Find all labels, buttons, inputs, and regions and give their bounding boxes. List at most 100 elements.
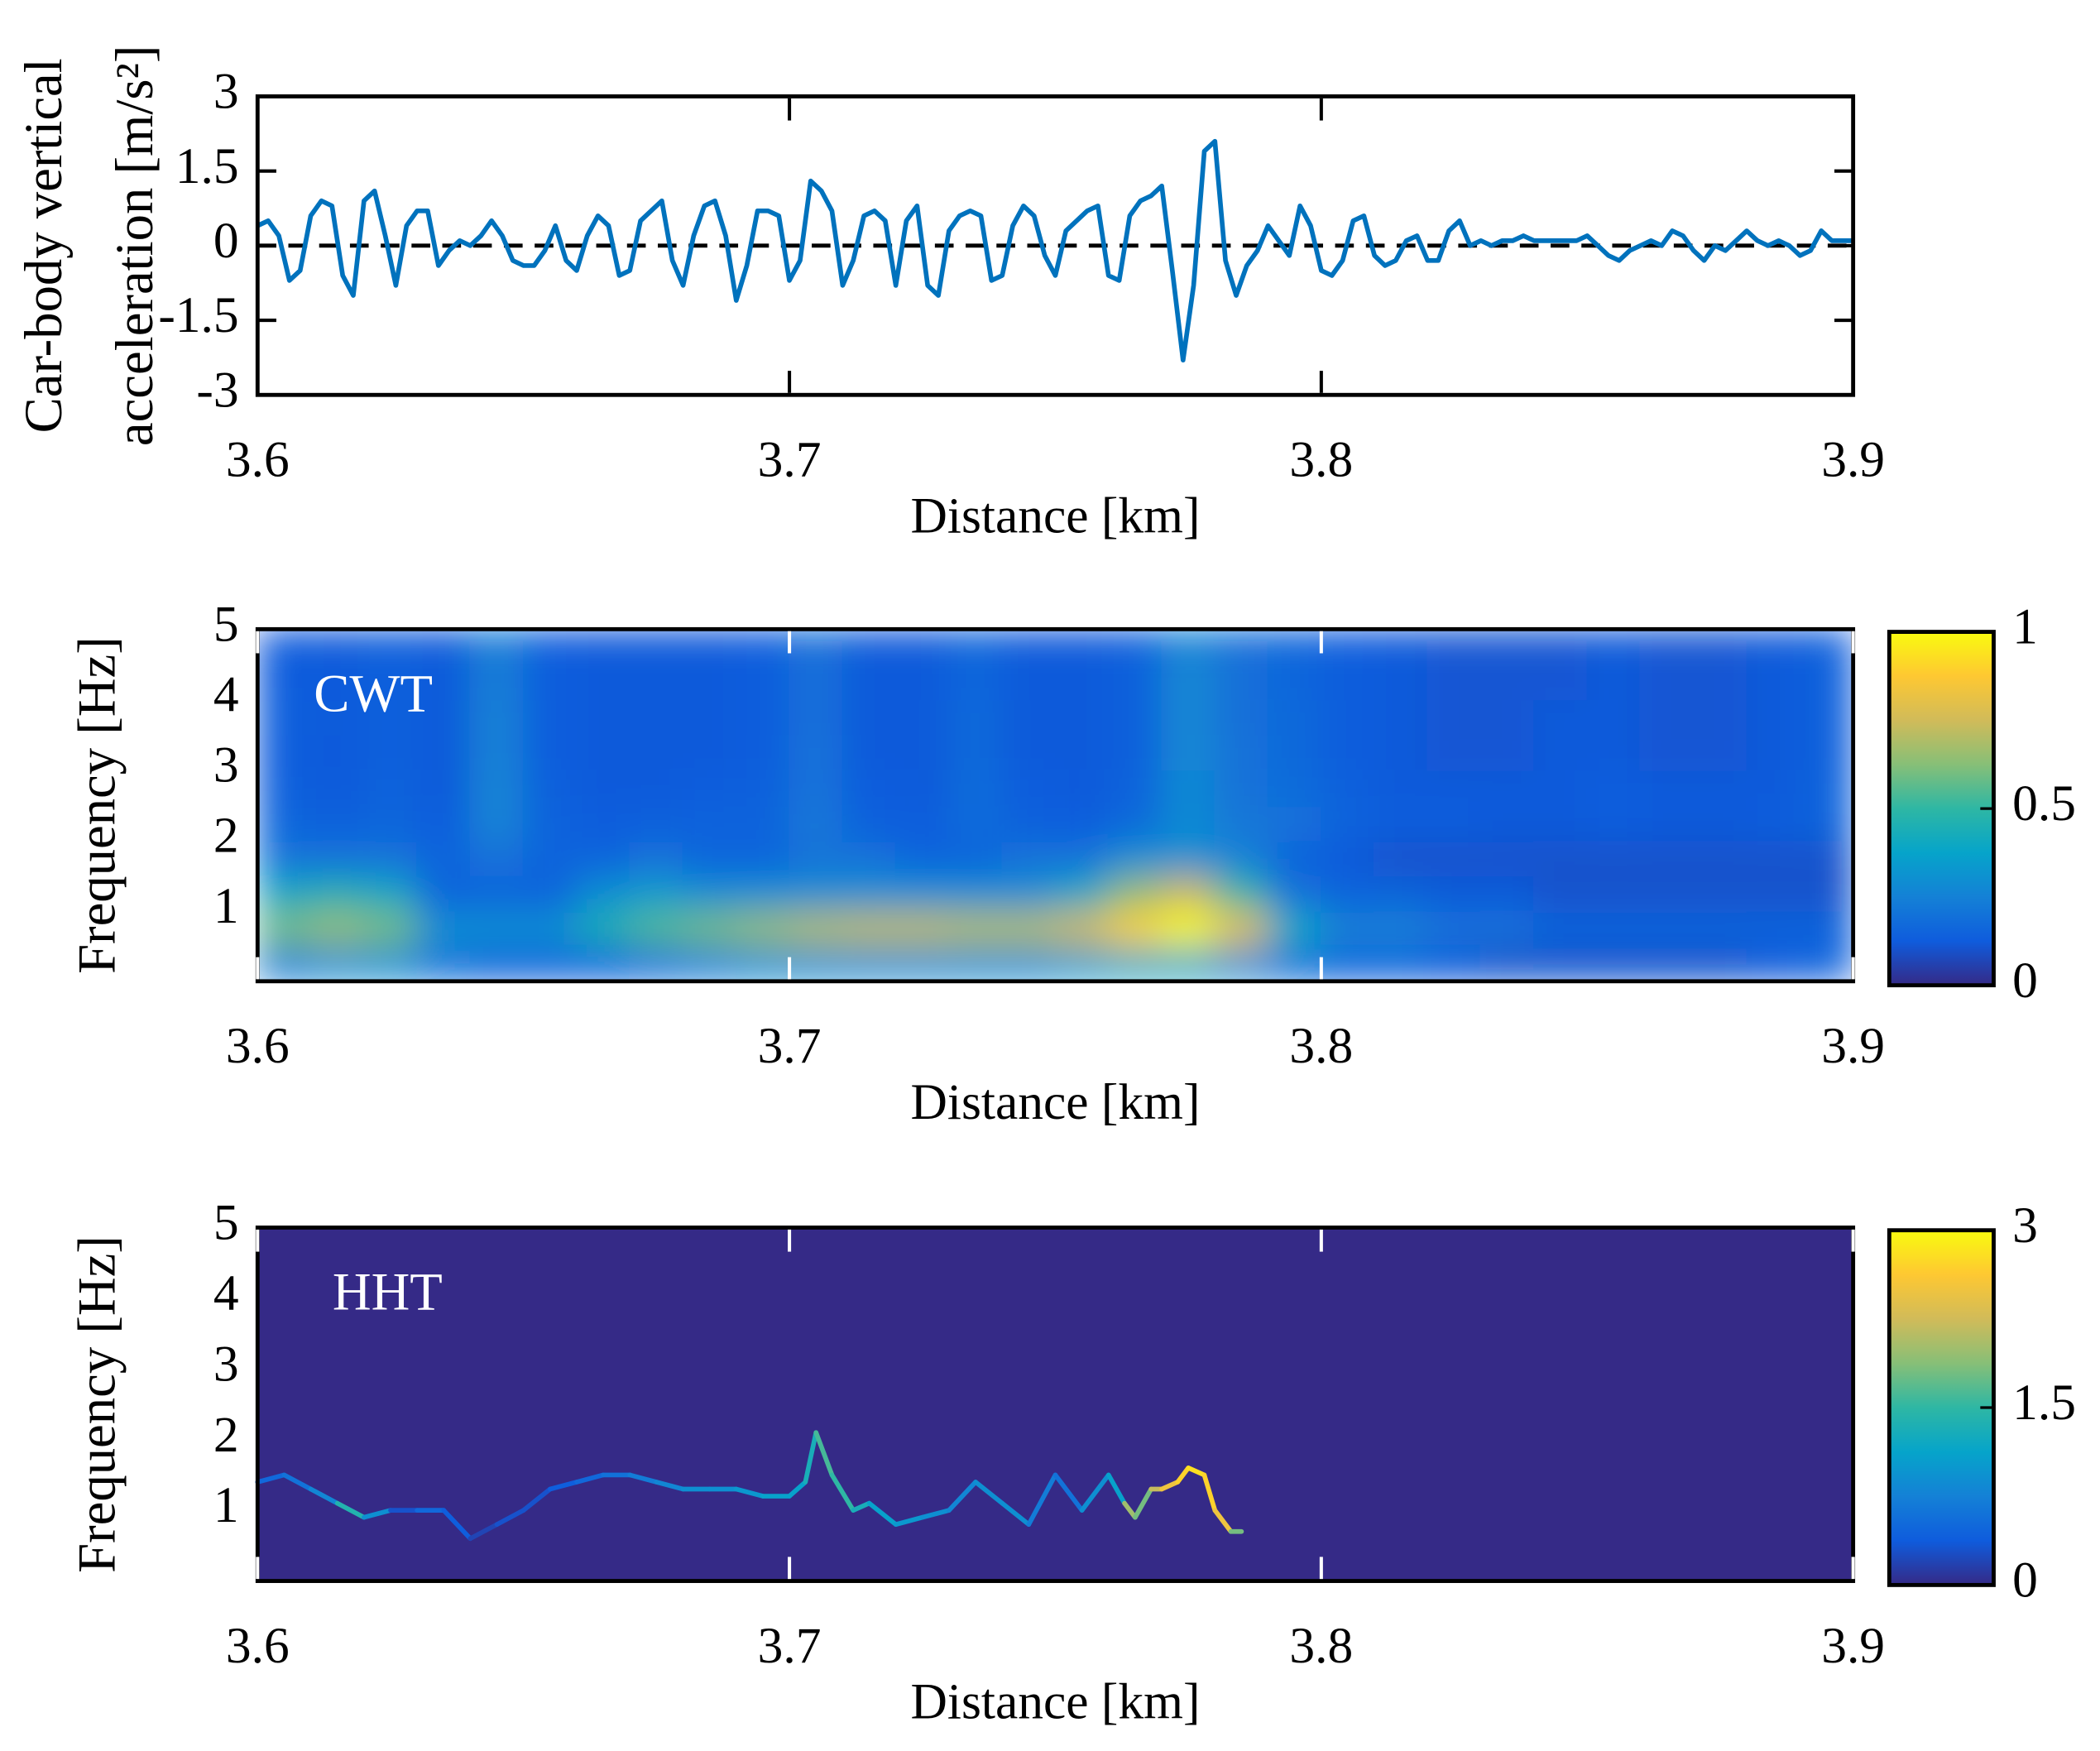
heatmap-cell [1321,875,1375,912]
heatmap-cell [522,734,578,771]
heatmap-cell [841,629,897,665]
ridge-segment [1201,1472,1218,1513]
heatmap-cell [257,909,312,947]
heatmap-cell [1161,909,1216,947]
heatmap-cell [735,734,790,771]
x-tick-label: 3.6 [226,431,290,487]
heatmap-cell [841,839,897,876]
heatmap-cell [789,664,844,701]
axes-frame [255,1226,1856,1583]
heatmap-cell [1214,839,1269,876]
heatmap-cell [576,804,631,842]
heatmap-cell [1533,769,1589,806]
heatmap-cell [1746,839,1801,876]
heatmap-cell [735,629,790,665]
heatmap-cell [894,629,950,665]
heatmap-cell [416,734,472,771]
heatmap-cell [1586,945,1642,981]
heatmap-cell [1214,804,1269,842]
heatmap-cell [894,909,950,947]
heatmap-cell [1054,664,1110,701]
heatmap-cell [522,804,578,842]
y-tick-label: -3 [196,362,238,418]
heatmap-cell [257,769,312,806]
heatmap-cell [522,839,578,876]
heatmap-cell [257,664,312,701]
heatmap-cell [1161,629,1216,665]
heatmap-cell [735,804,790,842]
colorbar-tick-label: 1 [2012,599,2038,655]
y-tick-label: 1 [213,1477,239,1533]
heatmap-cell [1321,945,1375,981]
heatmap-cell [948,769,1004,806]
heatmap-cell [1001,875,1057,912]
heatmap-cell [789,698,844,736]
heatmap-cell [416,909,472,947]
heatmap-cell [1001,909,1057,947]
heatmap-cell [363,769,418,806]
y-axis-label: Frequency [Hz] [66,636,126,974]
heatmap-cell [1321,909,1375,947]
heatmap-cell [1692,734,1748,771]
heatmap-cell [682,875,737,912]
heatmap-cell [1746,909,1801,947]
heatmap-cell [469,629,525,665]
heatmap-cell [1479,734,1535,771]
x-axis-label: Distance [km] [911,487,1201,544]
heatmap-cell [257,875,312,912]
heatmap-cell [469,839,525,876]
heatmap-cell [1107,664,1163,701]
heatmap-cell [469,875,525,912]
heatmap-cell [1586,664,1642,701]
y-tick-label: 5 [213,1195,239,1251]
heatmap-cell [735,698,790,736]
heatmap-cell [1374,945,1429,981]
colorbar-tick-label: 1.5 [2012,1374,2076,1431]
heatmap-cell [1267,769,1322,806]
heatmap-cell [1267,945,1322,981]
heatmap-cell [1586,734,1642,771]
heatmap-cell [735,945,790,981]
heatmap-cell [1374,875,1429,912]
heatmap-cell [1161,698,1216,736]
ridge-segment [866,1500,899,1528]
heatmap-cell [1267,629,1322,665]
heatmap-cell [469,698,525,736]
heatmap-cell [629,875,684,912]
heatmap-cell [576,664,631,701]
heatmap-cell [469,664,525,701]
heatmap-cell [416,698,472,736]
heatmap-cell [522,945,578,981]
heatmap-cell [1479,629,1535,665]
heatmap-cell [894,839,950,876]
ridge-segment [547,1480,579,1492]
heatmap-cell [1161,945,1216,981]
heatmap-cell [1214,629,1269,665]
heatmap-cell [1054,875,1110,912]
ridge-segment [733,1486,765,1499]
ridge-segment [813,1430,835,1478]
heatmap-cell [576,945,631,981]
x-axis-label: Distance [km] [911,1674,1201,1730]
heatmap-cell [469,769,525,806]
heatmap-cell [948,734,1004,771]
heatmap-cell [1692,698,1748,736]
heatmap-cell [1479,839,1535,876]
heatmap-cell [309,664,365,701]
ridge-segment [1212,1508,1234,1534]
heatmap-cell [1374,769,1429,806]
heatmap-cell [1107,769,1163,806]
heatmap-cell [363,839,418,876]
x-tick-label: 3.7 [758,431,822,487]
heatmap-cell [789,909,844,947]
heatmap-cell [682,698,737,736]
ridge-segment [281,1472,314,1492]
heatmap-cell [416,945,472,981]
heatmap-cell [1639,945,1695,981]
heatmap-cell [894,804,950,842]
heatmap-cell [309,734,365,771]
ridge-segment [947,1480,978,1513]
heatmap-cell [1161,734,1216,771]
heatmap-cell [522,698,578,736]
ridge-segment [467,1522,500,1542]
